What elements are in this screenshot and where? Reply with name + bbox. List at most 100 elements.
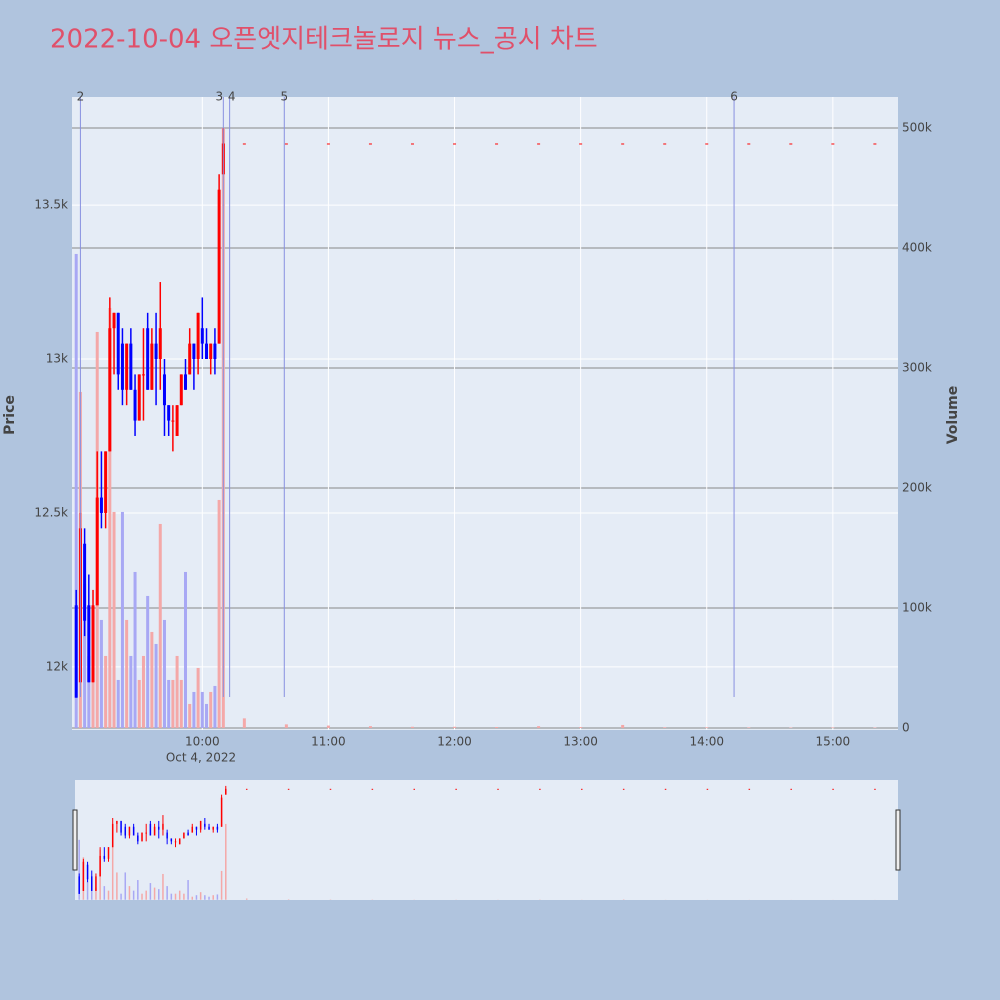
candle-body <box>371 788 374 790</box>
range-handle[interactable] <box>895 809 901 871</box>
x-tick-label: 15:00 <box>816 735 851 749</box>
volume-bar <box>195 895 198 900</box>
event-label: 3 <box>216 90 224 104</box>
candle-body <box>174 841 177 843</box>
candle-body <box>150 343 154 390</box>
candle-body <box>125 343 129 390</box>
y-axis-title: Price <box>2 395 18 435</box>
volume-bar <box>204 895 206 900</box>
volume-bar <box>125 619 129 728</box>
volume-bar <box>216 894 219 900</box>
volume-bar <box>116 872 118 900</box>
volume-bar <box>120 893 122 900</box>
range-handle[interactable] <box>72 809 78 871</box>
volume-bar <box>621 724 625 728</box>
volume-bar <box>111 846 114 900</box>
volume-bar <box>537 726 541 728</box>
candle-body <box>158 826 160 830</box>
volume-bar <box>205 703 209 728</box>
candle-body <box>183 374 187 390</box>
volume-bar <box>128 886 131 900</box>
volume-bar <box>196 667 200 728</box>
candle-body <box>539 788 541 790</box>
candle-body <box>195 826 198 830</box>
volume-bar <box>78 839 80 900</box>
candle-body <box>162 374 166 406</box>
range-slider[interactable] <box>75 780 898 900</box>
candle-body <box>124 826 127 836</box>
candle-body <box>832 788 834 790</box>
volume-bar <box>220 870 223 900</box>
volume-bar <box>158 523 162 728</box>
volume-bar <box>95 887 97 900</box>
candle-body <box>242 143 246 145</box>
candle-body <box>410 143 414 145</box>
candle-body <box>95 497 99 606</box>
y-tick-label: 13.5k <box>34 198 68 212</box>
volume-bar <box>74 253 78 728</box>
y2-tick-label: 200k <box>902 480 932 494</box>
candle-body <box>175 405 179 436</box>
volume-bar <box>133 571 137 728</box>
volume-bar <box>284 724 288 728</box>
x-tick-label: 13:00 <box>563 735 598 749</box>
candle-body <box>146 328 150 390</box>
candle-body <box>166 832 168 839</box>
y-tick-label: 13k <box>46 352 68 366</box>
volume-bar <box>183 893 185 900</box>
volume-bar <box>149 883 152 900</box>
candle-body <box>149 823 152 836</box>
volume-bar <box>175 655 179 728</box>
volume-bar <box>831 727 835 728</box>
volume-bar <box>158 889 160 900</box>
candle-body <box>706 788 709 790</box>
candle-body <box>208 826 210 830</box>
candle-body <box>129 343 133 390</box>
candle-body <box>790 788 792 790</box>
candle-body <box>107 847 110 859</box>
candle-body <box>112 312 116 329</box>
y2-axis-title: Volume <box>945 386 961 445</box>
plot-area <box>72 97 898 730</box>
candle-body <box>455 788 457 790</box>
candle-body <box>287 788 290 790</box>
volume-bar <box>410 726 414 728</box>
volume-bar <box>116 679 120 728</box>
candle-body <box>95 876 97 891</box>
volume-bar <box>108 307 112 728</box>
candle-body <box>91 876 93 891</box>
volume-bar <box>86 881 89 900</box>
y-tick-label: 12.5k <box>34 505 68 519</box>
candle-body <box>663 143 667 145</box>
volume-bar <box>170 893 173 900</box>
candle-body <box>200 328 204 344</box>
volume-bar <box>141 655 145 728</box>
volume-bar <box>368 726 372 728</box>
candle-body <box>368 143 372 145</box>
candle-body <box>179 374 183 406</box>
candle-body <box>579 143 583 145</box>
candle-body <box>245 788 248 790</box>
volume-bar <box>137 679 141 728</box>
volume-bar <box>212 895 214 900</box>
candle-body <box>132 826 135 836</box>
candle-body <box>137 374 141 421</box>
volume-bar <box>167 679 171 728</box>
candle-body <box>329 788 332 790</box>
candle-body <box>413 788 416 790</box>
event-label: 4 <box>228 90 236 104</box>
volume-bar <box>191 896 194 900</box>
volume-bar <box>705 727 709 728</box>
candle-body <box>213 343 217 360</box>
volume-bar <box>495 727 499 728</box>
candle-body <box>83 543 87 621</box>
volume-bar <box>171 679 175 728</box>
candle-body <box>116 820 118 824</box>
volume-bar <box>107 890 110 900</box>
volume-bar <box>153 887 156 900</box>
candle-body <box>188 343 192 375</box>
candle-body <box>873 143 877 145</box>
volume-bar <box>112 511 116 728</box>
chart-title: 2022-10-04 오픈엣지테크놀로지 뉴스_공시 차트 <box>50 25 598 55</box>
